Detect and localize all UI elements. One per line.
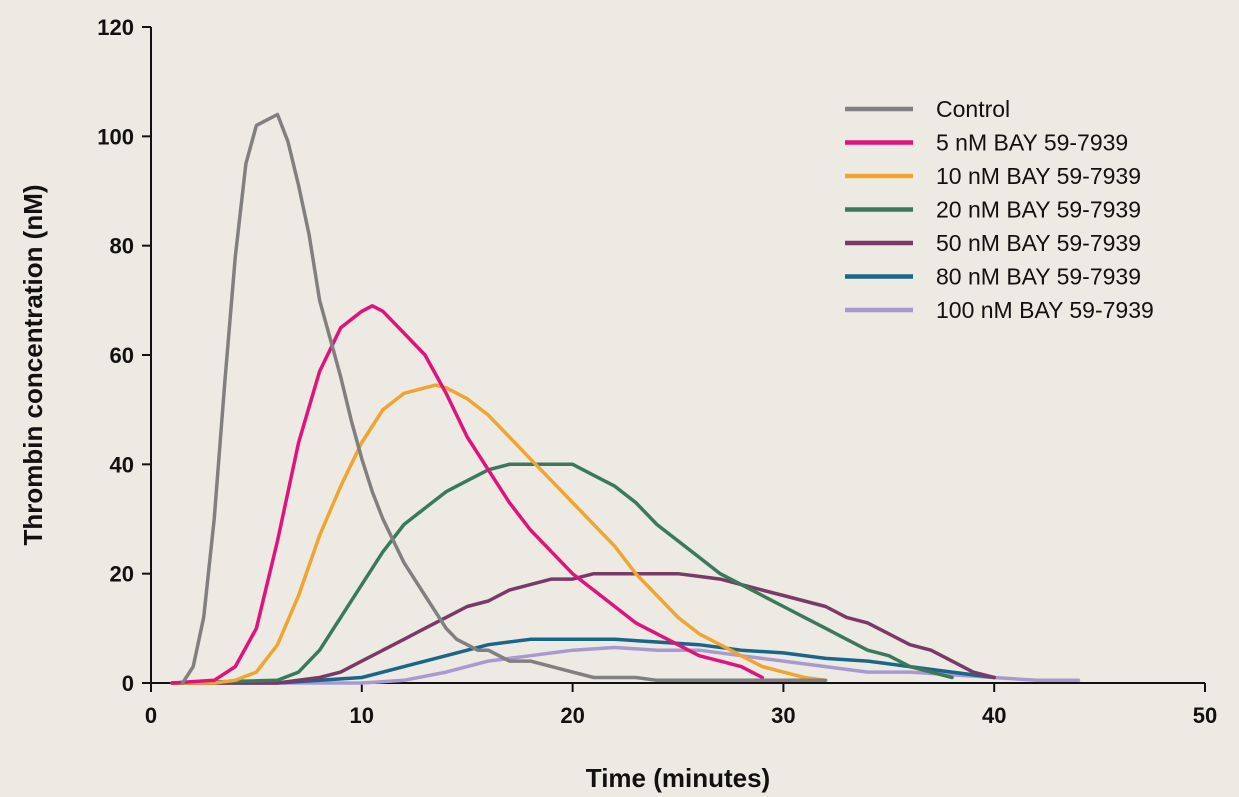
x-axis-ticks: 0 10 20 30 40 50 [145,683,1217,728]
y-axis-title: Thrombin concentration (nM) [18,184,48,545]
y-tick-label: 100 [97,124,134,149]
legend-label: 50 nM BAY 59-7939 [936,230,1141,256]
legend: Control 5 nM BAY 59-7939 10 nM BAY 59-7939… [845,96,1154,323]
series-line-3 [170,462,954,685]
y-axis-ticks: 0 20 40 60 80 100 120 [97,15,151,696]
x-tick-label: 40 [982,703,1006,728]
y-tick-label: 120 [97,15,134,40]
legend-label: 20 nM BAY 59-7939 [936,197,1141,223]
x-tick-label: 50 [1193,703,1217,728]
x-tick-label: 20 [560,703,584,728]
y-tick-label: 40 [110,452,134,477]
x-tick-label: 0 [145,703,157,728]
series-line-6 [170,645,1081,685]
legend-label: 80 nM BAY 59-7939 [936,264,1141,290]
series-line-5 [170,637,996,685]
x-tick-label: 10 [350,703,374,728]
legend-label: 10 nM BAY 59-7939 [936,163,1141,189]
y-tick-label: 60 [110,343,134,368]
x-tick-label: 30 [771,703,795,728]
series-line-2 [170,383,828,685]
legend-label: 100 nM BAY 59-7939 [936,297,1154,323]
axes: 0 10 20 30 40 50 0 20 40 60 80 100 120 [97,15,1217,728]
legend-label: Control [936,96,1010,122]
series-line-0 [180,112,828,685]
legend-label: 5 nM BAY 59-7939 [936,130,1128,156]
x-axis-title: Time (minutes) [586,763,770,793]
series-line-4 [170,571,996,685]
y-tick-label: 80 [110,234,134,259]
series-lines [170,112,1081,685]
y-tick-label: 0 [122,671,134,696]
series-line-1 [170,304,765,685]
y-tick-label: 20 [110,562,134,587]
